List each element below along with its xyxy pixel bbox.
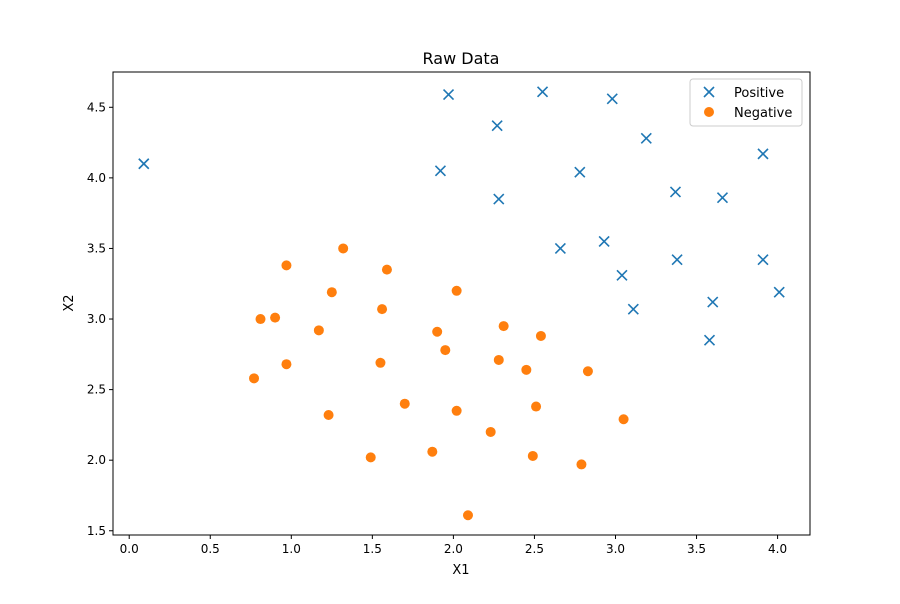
negative-point [451,285,462,296]
negative-point [323,410,334,421]
positive-point [493,193,505,205]
y-axis-label: X2 [62,294,77,311]
positive-point [442,89,455,101]
positive-point [574,166,586,178]
legend-marker-positive [703,86,715,98]
x-tick-label: 4.0 [768,542,787,556]
positive-point [554,242,566,255]
negative-point [365,452,376,463]
axes-frame [112,71,811,536]
y-tick-label: 1.5 [87,524,106,538]
y-tick-label: 4.0 [87,171,106,185]
positive-point [536,86,549,98]
positive-point [757,254,769,266]
x-tick-label: 3.0 [606,542,625,556]
positive-point [707,296,719,308]
x-tick-label: 0.0 [120,542,139,556]
positive-point [598,235,610,247]
negative-point [326,287,337,298]
positive-point [606,93,618,105]
negative-point [451,405,462,416]
negative-point [527,450,538,461]
positive-point [138,158,150,170]
legend-marker-negative [704,107,714,117]
legend-box [689,78,803,127]
data-points [138,86,785,521]
positive-point [640,132,652,144]
negative-point [399,398,410,409]
y-tick-label: 3.5 [87,241,106,255]
positive-point [434,165,446,177]
positive-point [669,186,682,198]
positive-point [716,192,729,204]
negative-point [618,414,629,425]
positive-point [671,254,683,266]
negative-point [582,366,593,377]
negative-point [281,359,292,370]
negative-point [255,314,266,325]
x-tick-label: 3.5 [687,542,706,556]
negative-point [270,312,281,323]
negative-point [249,373,260,384]
negative-point [432,326,443,337]
negative-point [531,401,542,412]
negative-point [493,354,504,365]
y-tick-label: 2.5 [87,383,106,397]
positive-point [616,269,628,281]
legend-label: Positive [734,86,784,101]
negative-point [462,510,473,521]
y-tick-label: 4.5 [87,100,106,114]
negative-point [313,325,324,336]
negative-point [427,446,438,457]
x-tick-label: 2.5 [525,542,544,556]
negative-point [485,426,496,437]
series-positive [138,86,785,346]
y-tick-label: 3.0 [87,312,106,326]
negative-point [535,330,546,341]
negative-point [338,243,349,254]
x-tick-label: 0.5 [201,542,220,556]
x-tick-label: 1.0 [282,542,301,556]
negative-point [281,260,292,271]
axis-ticks: 0.0 0.5 1.0 1.5 2.0 2.5 3.0 3.5 4.0 1.5 2.0 2.5 3.0 3… [87,100,787,556]
legend-label: Negative [734,106,792,121]
y-tick-label: 2.0 [87,453,106,467]
positive-point [703,334,716,346]
series-negative [249,243,629,521]
negative-point [375,357,386,368]
negative-point [440,345,451,356]
positive-point [627,303,639,315]
positive-point [757,148,769,160]
positive-point [491,120,503,132]
x-tick-label: 2.0 [444,542,463,556]
negative-point [377,304,388,315]
negative-point [498,321,509,332]
legend: Positive Negative [689,78,803,127]
negative-point [521,364,532,375]
negative-point [576,459,587,470]
negative-point [381,264,392,275]
chart-title: Raw Data [423,49,500,68]
x-axis-label: X1 [452,563,469,578]
x-tick-label: 1.5 [363,542,382,556]
positive-point [773,286,785,298]
